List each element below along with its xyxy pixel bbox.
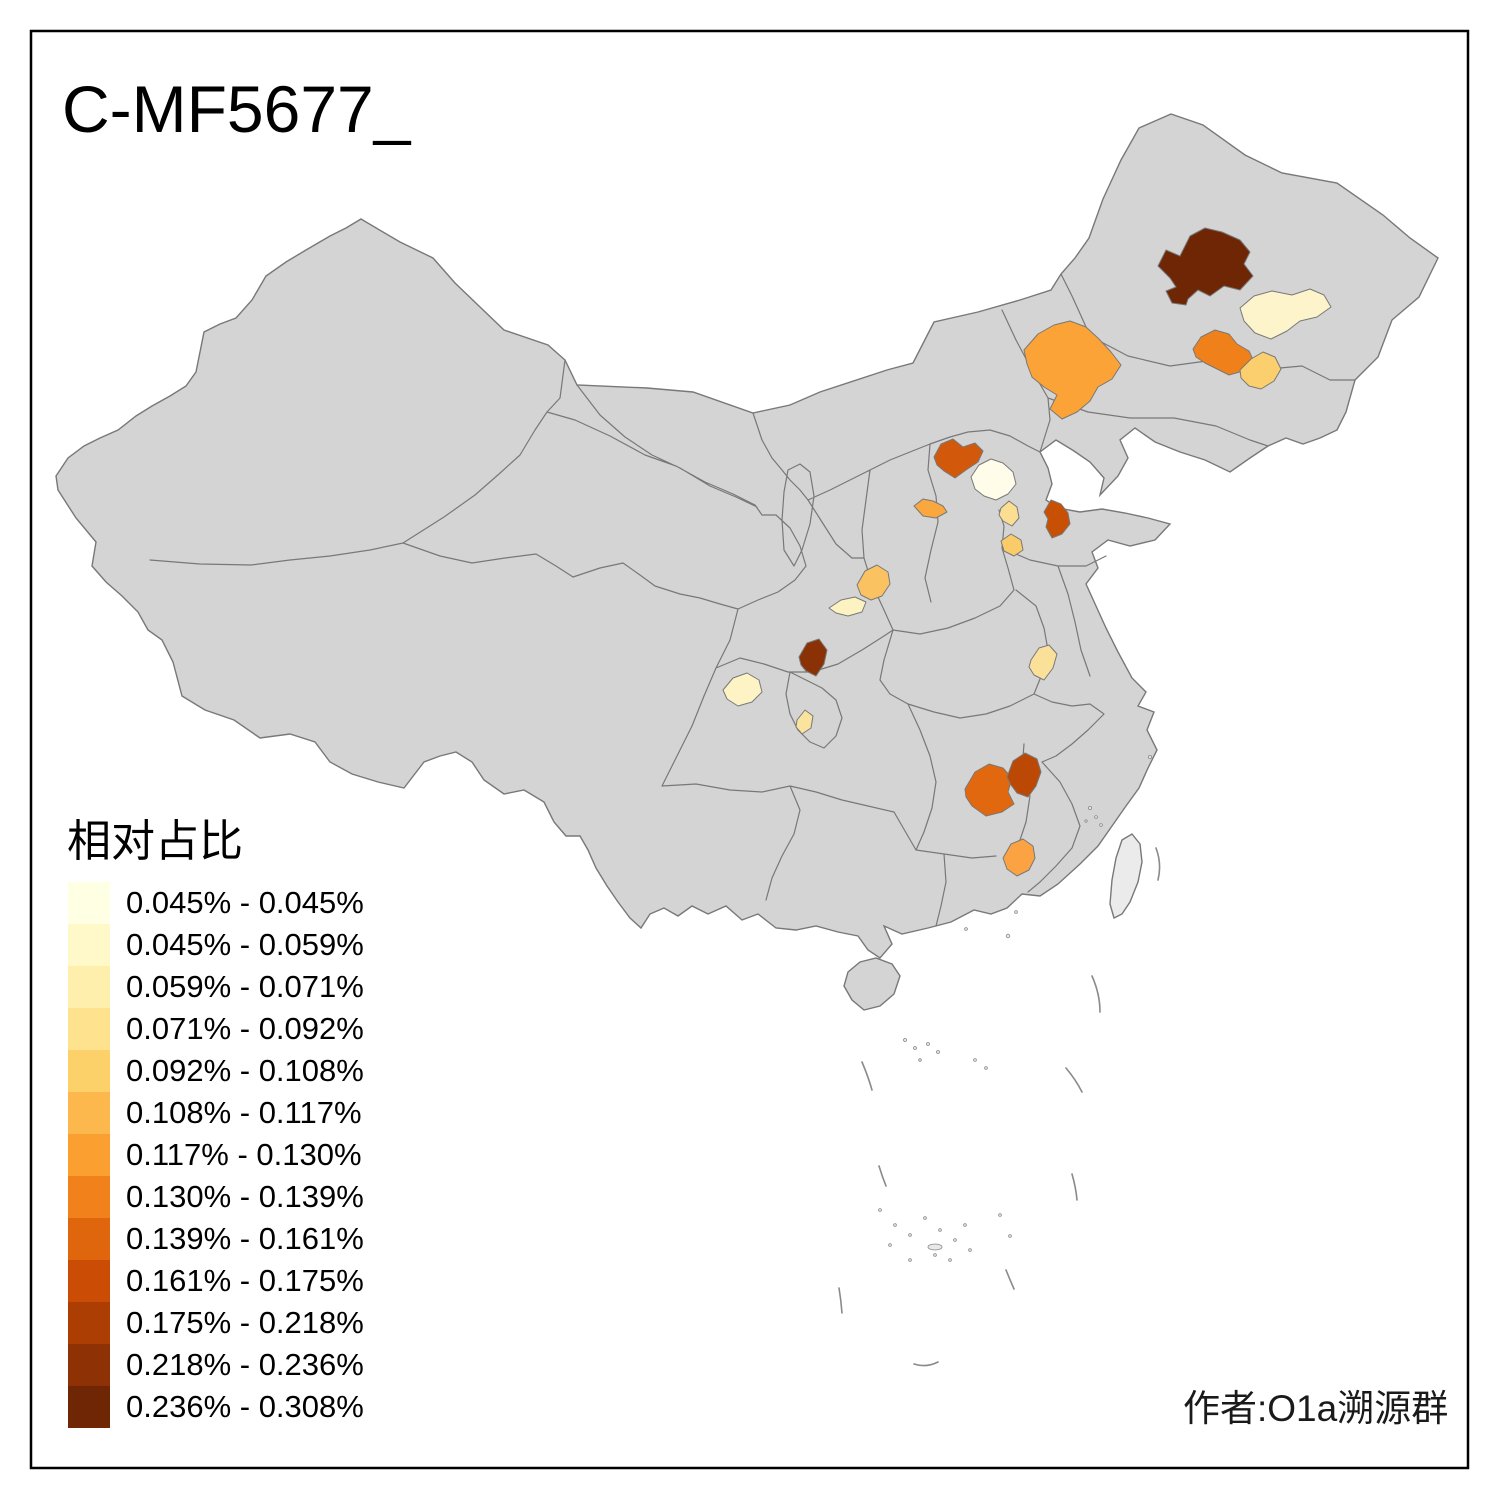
legend-swatch [68, 1092, 110, 1134]
legend-swatch [68, 1176, 110, 1218]
legend-swatch [68, 1344, 110, 1386]
region-9 [998, 500, 1020, 527]
legend-label: 0.175% - 0.218% [126, 1305, 364, 1340]
mainland-outline [55, 113, 1439, 959]
legend-swatch [68, 1008, 110, 1050]
region-6 [933, 438, 984, 479]
legend-label: 0.045% - 0.059% [126, 927, 364, 962]
legend-label: 0.108% - 0.117% [126, 1095, 362, 1130]
legend-label: 0.139% - 0.161% [126, 1221, 364, 1256]
legend-label: 0.130% - 0.139% [126, 1179, 364, 1214]
legend-label: 0.071% - 0.092% [126, 1011, 364, 1046]
region-7 [970, 458, 1017, 501]
legend-title: 相对占比 [67, 817, 243, 866]
legend-swatch [68, 1050, 110, 1092]
legend-label: 0.218% - 0.236% [126, 1347, 364, 1382]
page-title: C-MF5677_ [62, 72, 412, 146]
legend-swatch [68, 924, 110, 966]
region-5 [1239, 351, 1282, 390]
region-2 [1239, 288, 1332, 340]
province-borders [149, 273, 1356, 927]
region-8 [913, 498, 948, 519]
legend-label: 0.236% - 0.308% [126, 1389, 364, 1424]
legend-swatch [68, 882, 110, 924]
legend-label: 0.092% - 0.108% [126, 1053, 364, 1088]
legend: 相对占比 0.045% - 0.045% 0.045% - 0.059% 0.0… [67, 817, 364, 1428]
choropleth-regions [722, 227, 1332, 877]
region-19 [1006, 752, 1042, 798]
sea-islands [878, 755, 1153, 1262]
legend-swatch [68, 966, 110, 1008]
region-18 [964, 763, 1015, 817]
legend-swatch [68, 1134, 110, 1176]
legend-label: 0.059% - 0.071% [126, 969, 364, 1004]
nine-dash-line [838, 847, 1161, 1367]
legend-label: 0.117% - 0.130% [126, 1137, 362, 1172]
plot-frame [29, 29, 1470, 1470]
china-map [55, 113, 1439, 1367]
taiwan-island [1109, 833, 1143, 920]
legend-label: 0.045% - 0.045% [126, 885, 364, 920]
region-20 [1002, 838, 1036, 877]
attribution: 作者:O1a溯源群 [1183, 1388, 1448, 1429]
region-15 [722, 672, 763, 707]
region-10 [1043, 499, 1071, 539]
legend-swatch [68, 1302, 110, 1344]
legend-swatch [68, 1218, 110, 1260]
region-3 [1023, 320, 1122, 420]
region-17 [1028, 644, 1058, 681]
region-11 [1000, 533, 1024, 557]
legend-label: 0.161% - 0.175% [126, 1263, 364, 1298]
hainan-island [843, 957, 901, 1011]
region-14 [798, 638, 828, 677]
region-13 [828, 596, 867, 617]
legend-swatch [68, 1260, 110, 1302]
region-16 [795, 709, 814, 735]
legend-swatch [68, 1386, 110, 1428]
region-1 [1157, 227, 1254, 306]
region-12 [856, 564, 891, 601]
